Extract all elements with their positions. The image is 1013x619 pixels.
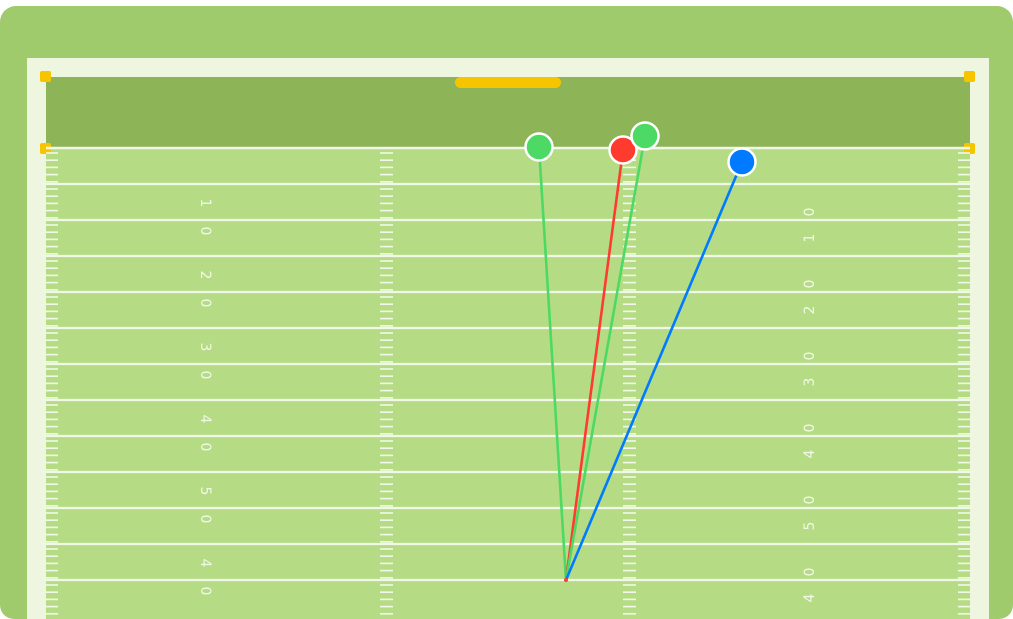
yard-number-left: 4 <box>197 415 213 424</box>
yard-number-right: 0 <box>802 352 818 361</box>
yard-number-left: 1 <box>197 199 213 208</box>
yard-number-right: 0 <box>802 424 818 433</box>
yard-number-left: 4 <box>197 559 213 568</box>
yard-numbers-right: 0 1 0 2 0 3 0 4 0 5 0 4 <box>802 208 818 603</box>
routes <box>537 134 744 582</box>
yard-number-right: 3 <box>802 378 818 387</box>
yard-number-right: 4 <box>802 593 818 602</box>
yard-number-right: 0 <box>802 568 818 577</box>
goalpost-bar <box>455 77 561 88</box>
yard-number-left: 0 <box>197 443 213 452</box>
yard-number-left: 0 <box>197 227 213 236</box>
yard-numbers-left: 1 0 2 0 3 0 4 0 5 0 4 0 <box>197 199 213 596</box>
hash-marks <box>46 152 970 615</box>
blue-route-receiver-marker-icon[interactable] <box>727 147 757 177</box>
yard-number-left: 0 <box>197 371 213 380</box>
yard-number-left: 0 <box>197 515 213 524</box>
pylon-goal-left <box>40 143 51 154</box>
red-route <box>564 148 625 582</box>
pylon-top-left <box>40 71 51 82</box>
receivers <box>524 121 757 177</box>
yard-number-left: 2 <box>197 271 213 280</box>
pylon-top-right <box>964 71 975 82</box>
yard-number-right: 0 <box>802 208 818 217</box>
green-route-1-receiver-marker-icon[interactable] <box>524 132 554 162</box>
yard-number-right: 1 <box>802 234 818 243</box>
endzone <box>46 77 970 148</box>
playing-field <box>46 148 970 619</box>
blue-route <box>564 160 744 582</box>
yard-number-right: 0 <box>802 280 818 289</box>
yard-number-right: 4 <box>802 449 818 458</box>
yard-number-left: 5 <box>197 487 213 496</box>
yard-number-left: 3 <box>197 343 213 352</box>
green-route-2-receiver-marker-icon[interactable] <box>630 121 660 151</box>
red-route-receiver-marker-icon[interactable] <box>608 135 638 165</box>
yard-number-right: 2 <box>802 306 818 315</box>
green-route-1 <box>537 145 568 582</box>
yard-number-right: 0 <box>802 496 818 505</box>
yard-number-left: 0 <box>197 299 213 308</box>
yard-lines <box>46 146 970 582</box>
yard-number-right: 5 <box>802 522 818 531</box>
yard-number-left: 0 <box>197 587 213 596</box>
green-route-2 <box>564 134 647 582</box>
ball-snap-point-icon <box>564 578 568 582</box>
